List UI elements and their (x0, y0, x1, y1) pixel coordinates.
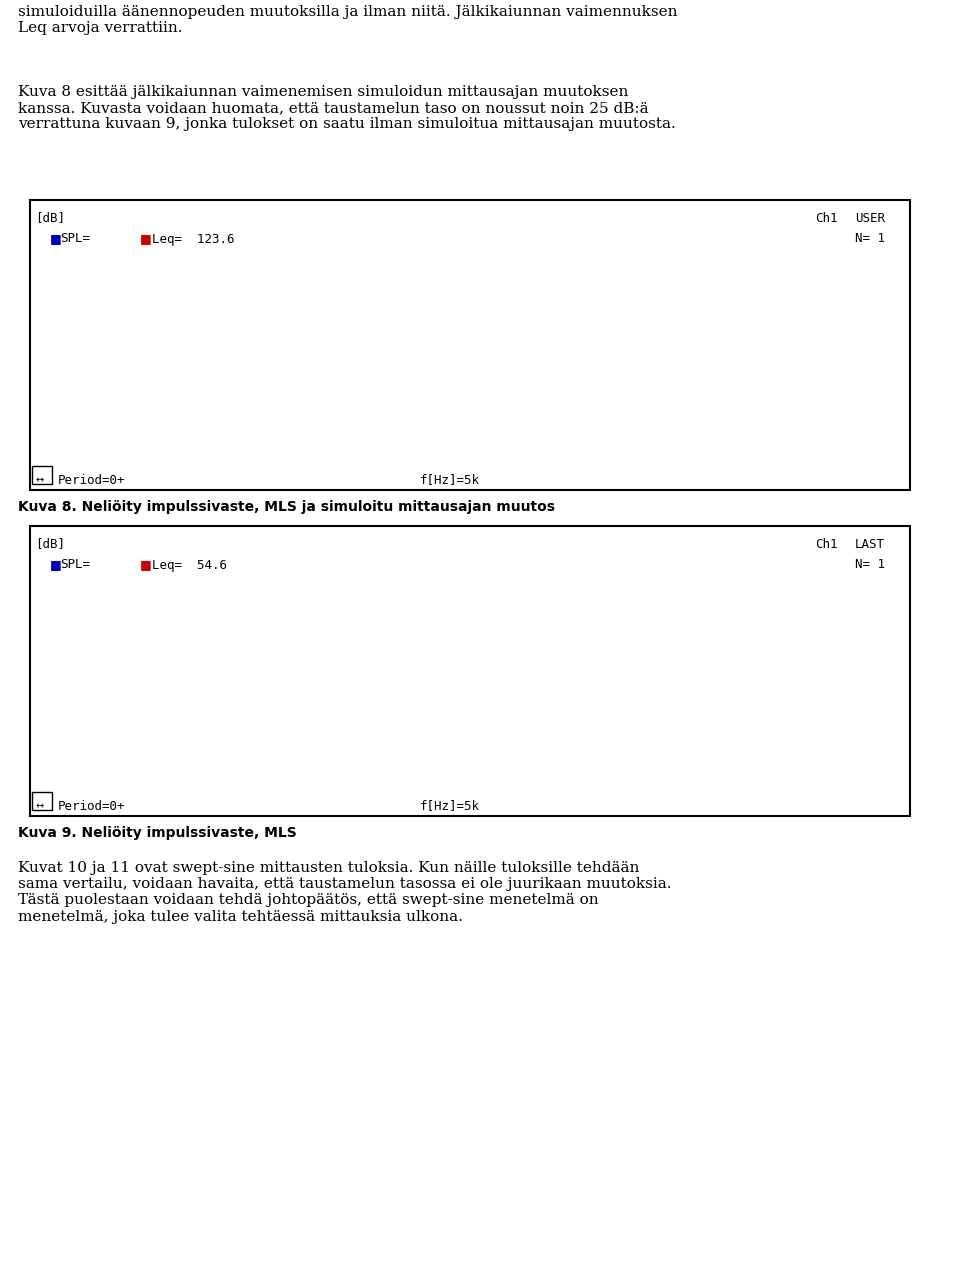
Text: Kuvat 10 ja 11 ovat swept-sine mittausten tuloksia. Kun näille tuloksille tehdää: Kuvat 10 ja 11 ovat swept-sine mittauste… (18, 861, 671, 924)
Text: Kuva 8. Neliöity impulssivaste, MLS ja simuloitu mittausajan muutos: Kuva 8. Neliöity impulssivaste, MLS ja s… (18, 500, 555, 514)
Text: Kuva 8 esittää jälkikaiunnan vaimenemisen simuloidun mittausajan muutoksen
kanss: Kuva 8 esittää jälkikaiunnan vaimenemise… (18, 85, 676, 132)
Text: simuloiduilla äänennopeuden muutoksilla ja ilman niitä. Jälkikaiunnan vaimennuks: simuloiduilla äänennopeuden muutoksilla … (18, 5, 678, 35)
Text: LAST: LAST (855, 538, 885, 551)
Text: ■: ■ (50, 233, 61, 246)
Text: USER: USER (855, 211, 885, 224)
Text: N= 1: N= 1 (855, 233, 885, 246)
Text: Leq=  54.6: Leq= 54.6 (152, 558, 227, 571)
Text: ↔: ↔ (35, 801, 43, 812)
Text: Ch1: Ch1 (815, 211, 837, 224)
Text: Period=0+: Period=0+ (58, 800, 126, 813)
Text: f[Hz]=5k: f[Hz]=5k (420, 800, 480, 813)
Text: ■: ■ (140, 558, 152, 571)
Text: Leq=  123.6: Leq= 123.6 (152, 233, 234, 246)
Text: Period=0+: Period=0+ (58, 473, 126, 486)
Text: N= 1: N= 1 (855, 558, 885, 571)
Text: Ch1: Ch1 (815, 538, 837, 551)
Text: ■: ■ (50, 558, 61, 571)
Text: f[Hz]=5k: f[Hz]=5k (420, 473, 480, 486)
Text: SPL=: SPL= (60, 233, 90, 246)
Text: [dB]: [dB] (35, 211, 65, 224)
Text: ■: ■ (140, 233, 152, 246)
Text: Kuva 9. Neliöity impulssivaste, MLS: Kuva 9. Neliöity impulssivaste, MLS (18, 825, 297, 841)
Text: ↔: ↔ (35, 475, 43, 485)
Text: [dB]: [dB] (35, 538, 65, 551)
Text: SPL=: SPL= (60, 558, 90, 571)
